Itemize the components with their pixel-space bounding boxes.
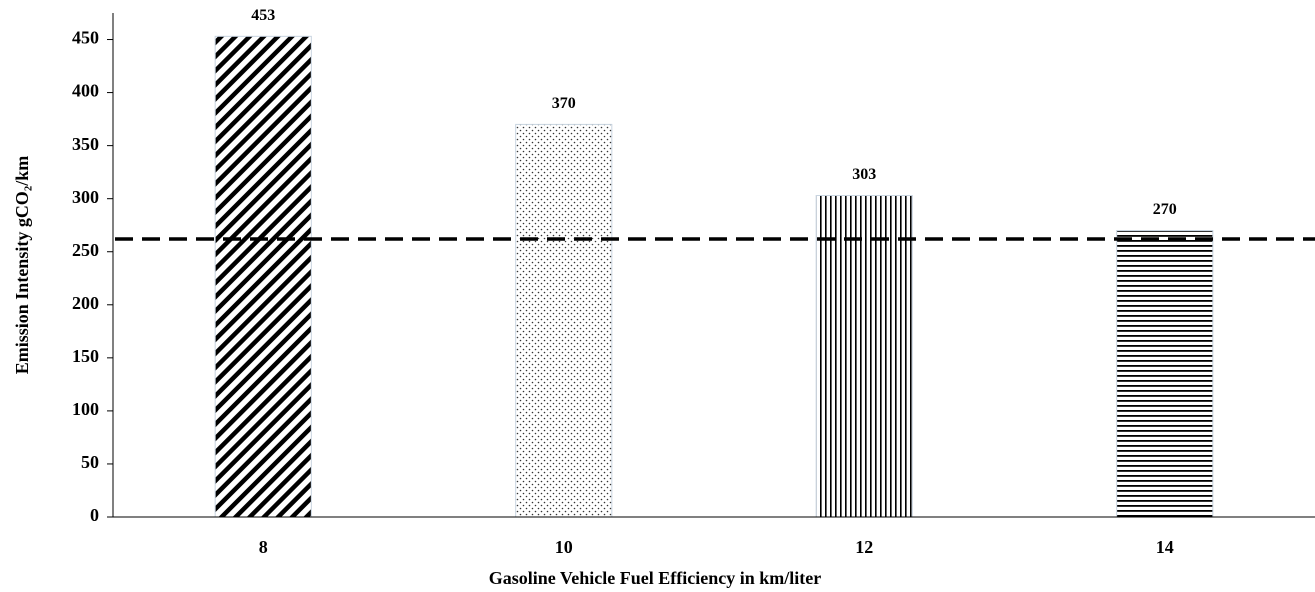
- value-label: 370: [552, 95, 576, 112]
- x-tick-label: 12: [855, 537, 873, 557]
- y-tick-label: 450: [72, 28, 99, 48]
- y-tick-label: 50: [81, 452, 99, 472]
- value-label: 270: [1153, 201, 1177, 218]
- y-tick-label: 400: [72, 81, 99, 101]
- value-label: 453: [251, 7, 275, 24]
- x-axis-label: Gasoline Vehicle Fuel Efficiency in km/l…: [489, 568, 821, 588]
- y-tick-label: 100: [72, 399, 99, 419]
- y-tick-label: 350: [72, 134, 99, 154]
- bar: [1116, 230, 1214, 518]
- y-tick-label: 250: [72, 240, 99, 260]
- x-tick-label: 10: [555, 537, 573, 557]
- y-axis-label: Emission Intensity gCO₂/km: [12, 156, 32, 374]
- x-tick-label: 14: [1156, 537, 1174, 557]
- y-tick-label: 0: [90, 505, 99, 525]
- y-tick-label: 300: [72, 187, 99, 207]
- bar: [214, 35, 312, 518]
- y-tick-label: 200: [72, 293, 99, 313]
- x-tick-label: 8: [259, 537, 268, 557]
- value-label: 303: [852, 166, 876, 183]
- bar: [515, 123, 613, 518]
- y-tick-label: 150: [72, 346, 99, 366]
- bar: [815, 195, 913, 518]
